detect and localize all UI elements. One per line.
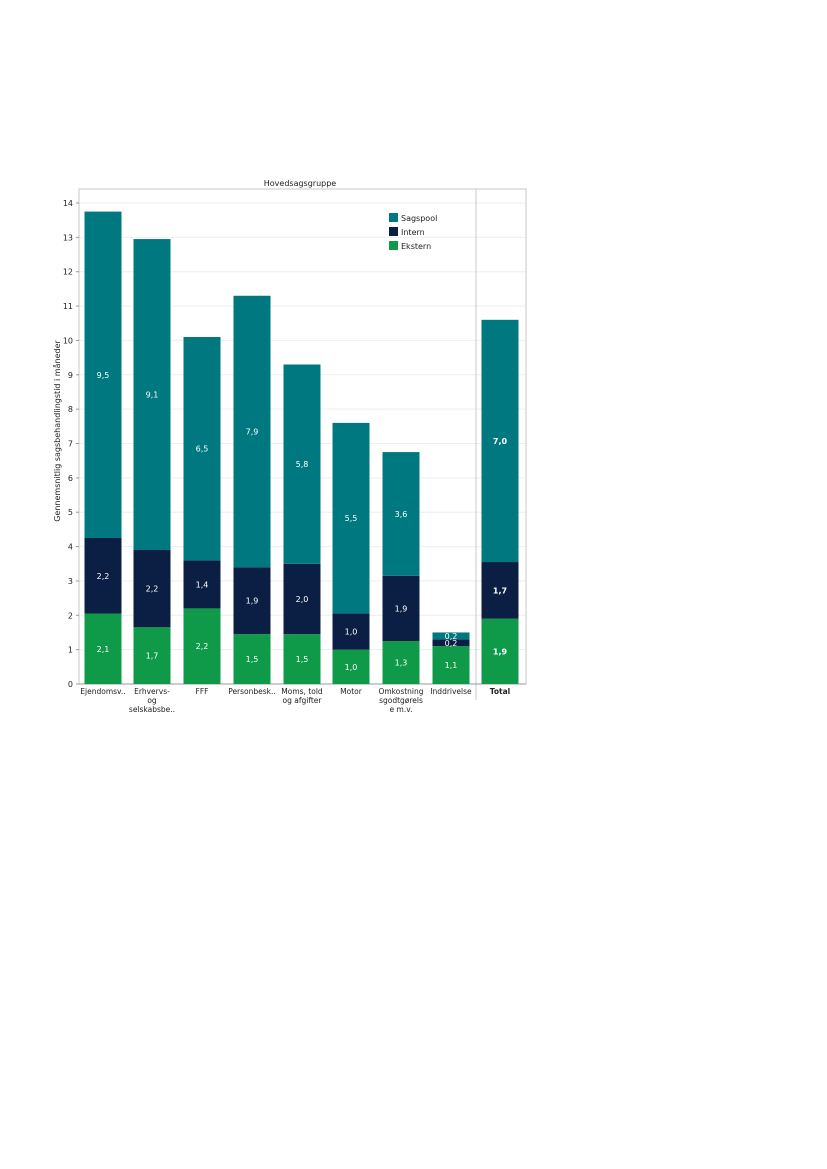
legend-label: Sagspool [401,214,437,223]
bar-segment-intern [382,575,420,642]
bar-segment-intern [432,639,470,647]
x-tick-label: Personbesk.. [228,687,276,696]
bar-segment-intern [283,563,321,635]
data-label: 9,5 [97,371,110,380]
data-label: 1,5 [246,655,259,664]
data-label: 1,4 [196,580,209,589]
data-label: 5,8 [296,460,309,469]
bar-segment-intern [133,550,171,628]
bar-segment-intern [183,560,221,609]
chart-title: Hovedsagsgruppe [264,179,337,188]
data-label: 1,7 [146,652,159,661]
bar-segment-ekstern [332,649,370,684]
bar-segment-ekstern [84,613,122,684]
legend-swatch [389,227,398,236]
x-tick-label: Inddrivelse [430,687,472,696]
x-tick-label: og afgifter [283,696,323,705]
data-label: 2,2 [146,585,159,594]
bar-segment-sagspool [233,295,271,568]
x-tick-label: FFF [196,687,209,696]
y-axis-label: Gennemsnitlig sagsbehandlingstid i måned… [52,340,62,522]
bars: 2,1 2,2 9,5 1,7 2,2 9,1 2,2 1,4 6,5 1,5 1,9 7,9 1,5 2… [84,211,519,684]
data-label: 0,2 [445,639,458,648]
bar-segment-sagspool [382,452,420,576]
data-label: 1,1 [445,661,458,670]
bar-segment-sagspool [481,319,519,563]
bar-segment-sagspool [183,336,221,561]
x-tick-label: e m.v. [390,705,413,714]
bar-segment-intern [84,537,122,614]
bar-segment-sagspool [332,422,370,614]
data-label: 9,1 [146,391,159,400]
bar-segment-sagspool [84,211,122,538]
bar-segment-sagspool [432,632,470,640]
bar-segment-intern [332,613,370,650]
x-tick-label: og [147,696,157,705]
bar-segment-intern [233,567,271,635]
data-label: 7,9 [246,427,259,436]
legend-label: Intern [401,228,425,237]
data-label: 3,6 [395,510,408,519]
bar-segment-ekstern [481,618,519,684]
y-tick-label: 2 [68,611,73,620]
data-label: 0,2 [445,632,458,641]
data-label: 2,0 [296,595,309,604]
y-tick-label: 9 [68,371,73,380]
y-tick-label: 14 [63,199,73,208]
y-tick-label: 8 [68,405,73,414]
y-tick-label: 0 [68,680,73,689]
bar-segment-ekstern [183,608,221,684]
data-label: 1,0 [345,628,358,637]
bar-segment-ekstern [133,627,171,684]
x-tick-label: Omkostning [378,687,423,696]
data-label: 1,3 [395,659,408,668]
data-label: 1,5 [296,655,309,664]
bar-segment-ekstern [233,634,271,684]
y-tick-label: 10 [63,336,73,345]
bar-segment-ekstern [432,646,470,684]
bar-segment-ekstern [283,634,321,684]
data-label: 1,9 [246,597,259,606]
x-tick-label: Erhvervs- [134,687,170,696]
y-tick-label: 6 [68,474,73,483]
y-tick-label: 11 [63,302,73,311]
data-label: 2,1 [97,645,110,654]
y-tick-label: 12 [63,268,73,277]
x-tick-label: selskabsbe.. [129,705,175,714]
legend-label: Ekstern [401,242,431,251]
bar-segment-ekstern [382,641,420,684]
data-label: 2,2 [196,642,209,651]
data-label: 7,0 [493,437,508,446]
data-label: 6,5 [196,445,209,454]
bar-segment-sagspool [283,364,321,564]
y-tick-label: 3 [68,577,73,586]
legend-swatch [389,241,398,250]
y-tick-label: 1 [68,646,73,655]
data-label: 2,2 [97,572,110,581]
data-label: 1,0 [345,663,358,672]
bar-segment-sagspool [133,239,171,551]
data-label: 5,5 [345,514,358,523]
data-label: 1,7 [493,586,507,595]
y-tick-label: 7 [68,440,73,449]
legend-swatch [389,213,398,222]
x-tick-label: Moms, told [281,687,323,696]
legend: Sagspool Intern Ekstern [389,213,437,251]
x-tick-label: Motor [340,687,363,696]
x-tick-label: Total [490,687,511,696]
y-tick-label: 13 [63,233,73,242]
y-tick-label: 5 [68,508,73,517]
bar-segment-intern [481,562,519,619]
data-label: 1,9 [493,647,508,656]
x-tick-label: Ejendomsv.. [80,687,125,696]
y-tick-label: 4 [68,543,73,552]
data-label: 1,9 [395,604,408,613]
x-tick-label: sgodtgørels [379,696,423,705]
